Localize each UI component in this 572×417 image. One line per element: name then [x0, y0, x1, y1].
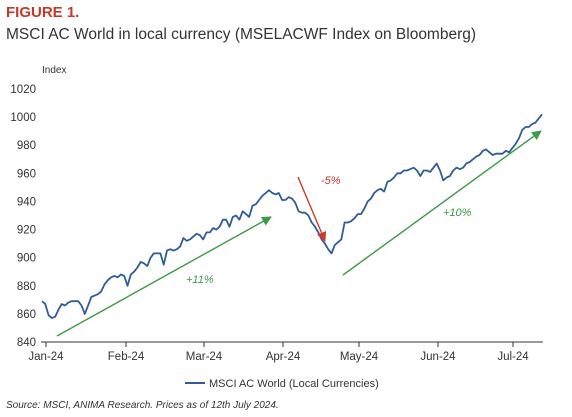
x-tick-label: Feb-24	[108, 351, 145, 363]
x-tick-label: Apr-24	[266, 351, 301, 363]
up-trend-arrow	[56, 216, 272, 337]
down-trend-arrow	[297, 176, 327, 242]
annotation-label: +11%	[186, 274, 214, 286]
x-tick-label: May-24	[340, 351, 379, 363]
x-axis: Jan-24 Feb-24 Mar-24 Apr-24 May-24 Jun-24 Jul-…	[28, 341, 543, 363]
x-tick-label: Jul-24	[497, 351, 529, 363]
annotations: +11% -5% +10%	[56, 130, 542, 337]
chart-title: MSCI AC World in local currency (MSELACW…	[6, 26, 477, 43]
y-tick-label: 1020	[10, 84, 36, 96]
x-tick-label: Mar-24	[186, 351, 223, 363]
annotation-label: +10%	[443, 207, 472, 219]
series-line-group	[41, 113, 543, 320]
y-axis-title: Index	[42, 65, 66, 76]
y-tick-label: 960	[17, 168, 36, 180]
source-note: Source: MSCI, ANIMA Research. Prices as …	[6, 400, 279, 411]
y-tick-label: 880	[17, 281, 36, 293]
series-line	[41, 113, 543, 320]
y-tick-label: 860	[17, 309, 36, 321]
y-tick-label: 840	[17, 337, 36, 349]
up-trend-arrow	[342, 130, 542, 276]
y-tick-label: 980	[17, 140, 36, 152]
x-tick-label: Jun-24	[420, 351, 456, 363]
legend: MSCI AC World (Local Currencies)	[185, 378, 379, 390]
annotation-label: -5%	[321, 175, 341, 187]
figure-label: FIGURE 1.	[6, 4, 80, 21]
y-tick-label: 900	[17, 253, 36, 265]
y-tick-label: 920	[17, 225, 36, 237]
y-tick-label: 940	[17, 196, 36, 208]
y-tick-label: 1000	[10, 112, 36, 124]
legend-label: MSCI AC World (Local Currencies)	[209, 378, 379, 390]
x-tick-label: Jan-24	[28, 351, 64, 363]
y-axis: 840 860 880 900 920 940 960 980 1000 1020	[10, 84, 36, 349]
